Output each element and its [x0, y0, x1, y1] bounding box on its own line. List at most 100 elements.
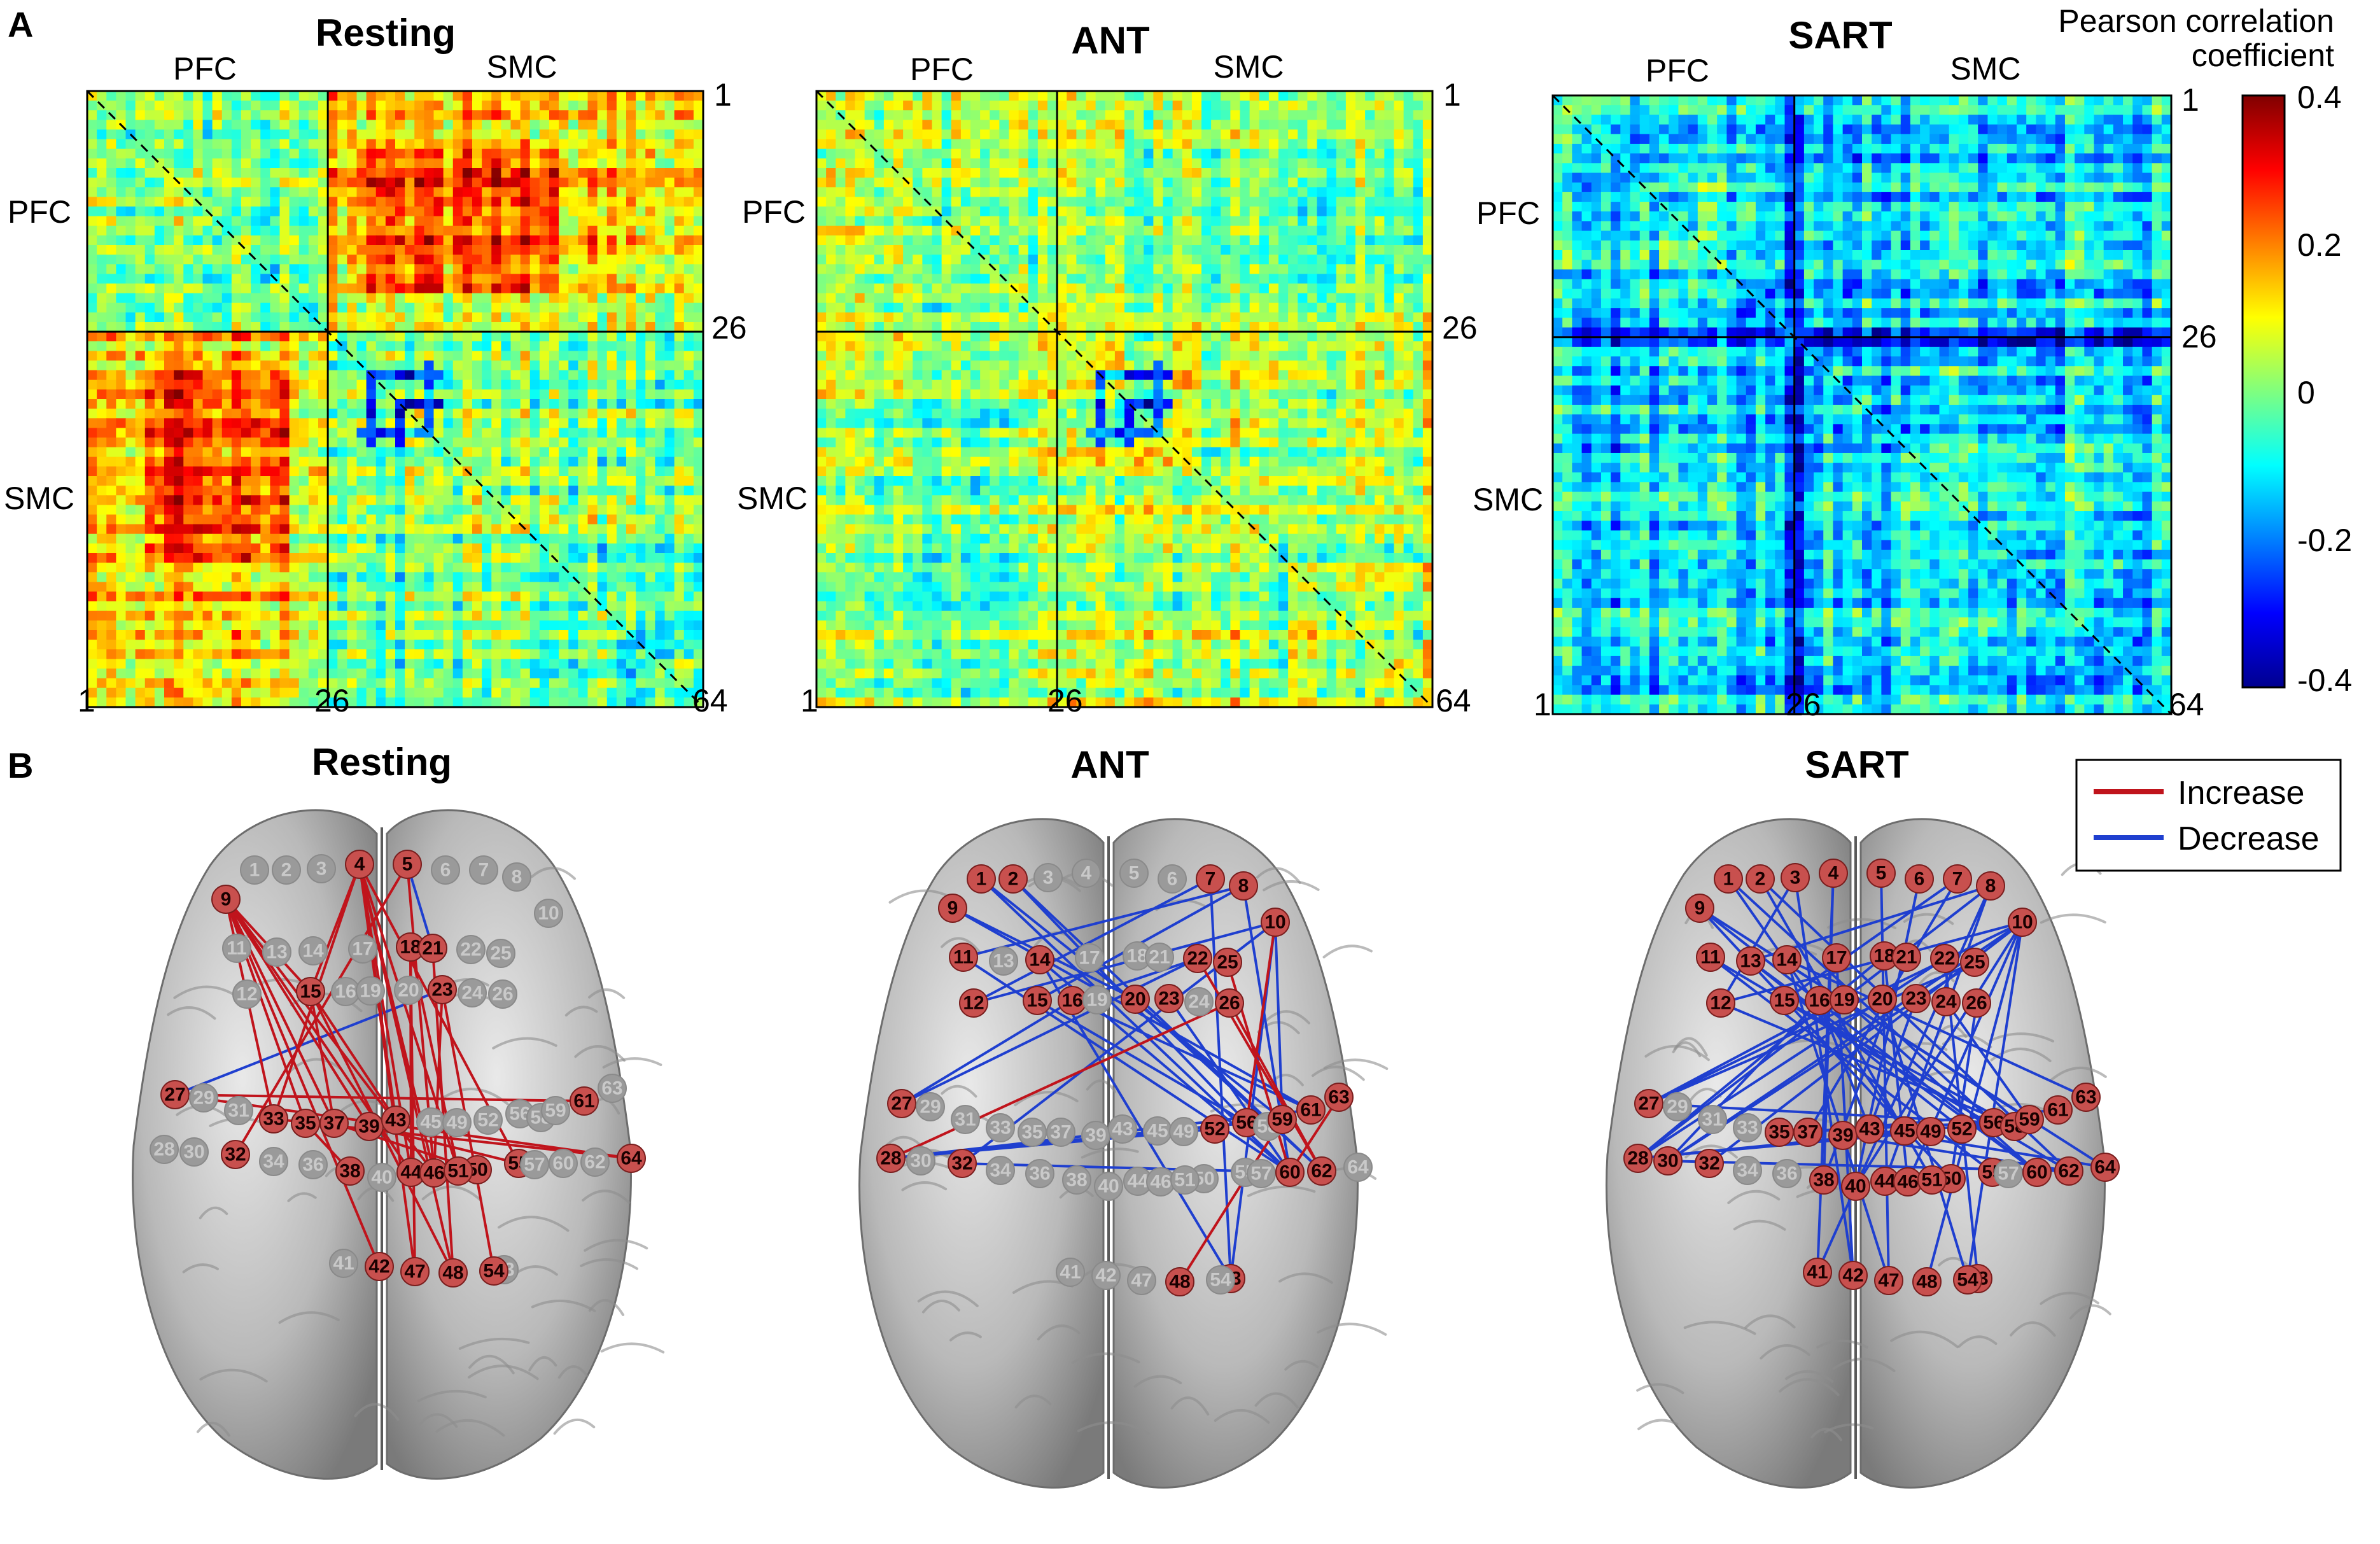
heatmap-cell [356, 533, 367, 544]
heatmap-cell [212, 148, 223, 159]
heatmap-cell [452, 476, 463, 486]
heatmap-cell [405, 687, 415, 698]
heatmap-cell [106, 264, 116, 274]
heatmap-cell [212, 428, 223, 439]
heatmap-cell [520, 533, 531, 544]
heatmap-cell [251, 168, 261, 178]
heatmap-cell [221, 206, 232, 217]
heatmap-cell [443, 110, 454, 120]
heatmap-cell [539, 476, 550, 486]
heatmap-cell [1018, 91, 1029, 101]
heatmap-cell [655, 678, 666, 689]
heatmap-cell [318, 197, 328, 207]
heatmap-cell [366, 379, 377, 390]
heatmap-cell [606, 120, 617, 130]
heatmap-cell [414, 101, 424, 111]
heatmap-cell [289, 370, 300, 381]
heatmap-cell [549, 110, 559, 120]
heatmap-cell [529, 206, 540, 217]
heatmap-cell [318, 572, 328, 582]
heatmap-cell [559, 332, 569, 342]
heatmap-cell [597, 630, 608, 640]
heatmap-cell [193, 697, 204, 708]
heatmap-cell [424, 332, 435, 342]
heatmap-cell [922, 187, 933, 197]
heatmap-cell [154, 649, 165, 659]
heatmap-cell [366, 225, 377, 236]
heatmap-cell [164, 399, 174, 409]
heatmap-cell [913, 91, 923, 101]
heatmap-cell [395, 225, 405, 236]
heatmap-cell [482, 148, 492, 159]
heatmap-cell [289, 110, 300, 120]
heatmap-cell [559, 235, 569, 246]
heatmap-cell [212, 668, 223, 679]
heatmap-cell [424, 379, 435, 390]
heatmap-cell [529, 389, 540, 400]
heatmap-cell [587, 486, 598, 496]
heatmap-cell [1134, 129, 1144, 140]
heatmap-cell [241, 120, 251, 130]
heatmap-cell [212, 524, 223, 535]
heatmap-cell [520, 168, 531, 178]
heatmap-cell [395, 591, 405, 602]
heatmap-cell [347, 360, 358, 371]
heatmap-cell [874, 197, 885, 207]
heatmap-cell [193, 437, 204, 448]
heatmap-cell [491, 572, 501, 582]
heatmap-cell [251, 668, 261, 679]
heatmap-cell [193, 245, 204, 255]
heatmap-cell [655, 351, 666, 361]
heatmap-cell [251, 178, 261, 188]
heatmap-cell [606, 447, 617, 458]
heatmap-cell [433, 129, 444, 140]
heatmap-cell [1317, 178, 1327, 188]
heatmap-cell [616, 697, 627, 708]
heatmap-cell [970, 206, 981, 217]
heatmap-cell [375, 168, 386, 178]
heatmap-cell [883, 110, 894, 120]
heatmap-cell [626, 687, 636, 698]
heatmap-cell [414, 610, 424, 621]
heatmap-cell [405, 630, 415, 640]
heatmap-cell [568, 158, 578, 169]
heatmap-cell [452, 514, 463, 525]
heatmap-cell [144, 293, 155, 304]
heatmap-cell [174, 601, 184, 612]
heatmap-cell [1413, 197, 1424, 207]
heatmap-cell [1191, 110, 1202, 120]
heatmap-cell [347, 418, 358, 428]
heatmap-cell [578, 351, 589, 361]
heatmap-cell [443, 187, 454, 197]
heatmap-cell [375, 543, 386, 554]
heatmap-cell [385, 332, 396, 342]
heatmap-cell [683, 668, 694, 679]
heatmap-cell [347, 283, 358, 294]
heatmap-cell [636, 630, 646, 640]
heatmap-cell [212, 514, 223, 525]
heatmap-cell [1191, 148, 1202, 159]
heatmap-cell [1134, 158, 1144, 169]
heatmap-cell [260, 110, 270, 120]
heatmap-cell [97, 437, 107, 448]
heatmap-cell [645, 659, 655, 670]
heatmap-cell [318, 379, 328, 390]
heatmap-cell [597, 225, 608, 236]
heatmap-cell [626, 582, 636, 593]
heatmap-cell [366, 418, 377, 428]
heatmap-cell [636, 283, 646, 294]
heatmap-cell [405, 293, 415, 304]
heatmap-cell [693, 370, 704, 381]
heatmap-cell [510, 678, 521, 689]
heatmap-cell [125, 293, 136, 304]
heatmap-cell [183, 370, 193, 381]
heatmap-cell [913, 101, 923, 111]
heatmap-cell [1086, 110, 1096, 120]
heatmap-cell [375, 370, 386, 381]
heatmap-cell [472, 379, 482, 390]
heatmap-cell [636, 370, 646, 381]
heatmap-cell [116, 101, 127, 111]
heatmap-cell [1336, 139, 1347, 150]
heatmap-cell [433, 553, 444, 563]
heatmap-cell [260, 678, 270, 689]
